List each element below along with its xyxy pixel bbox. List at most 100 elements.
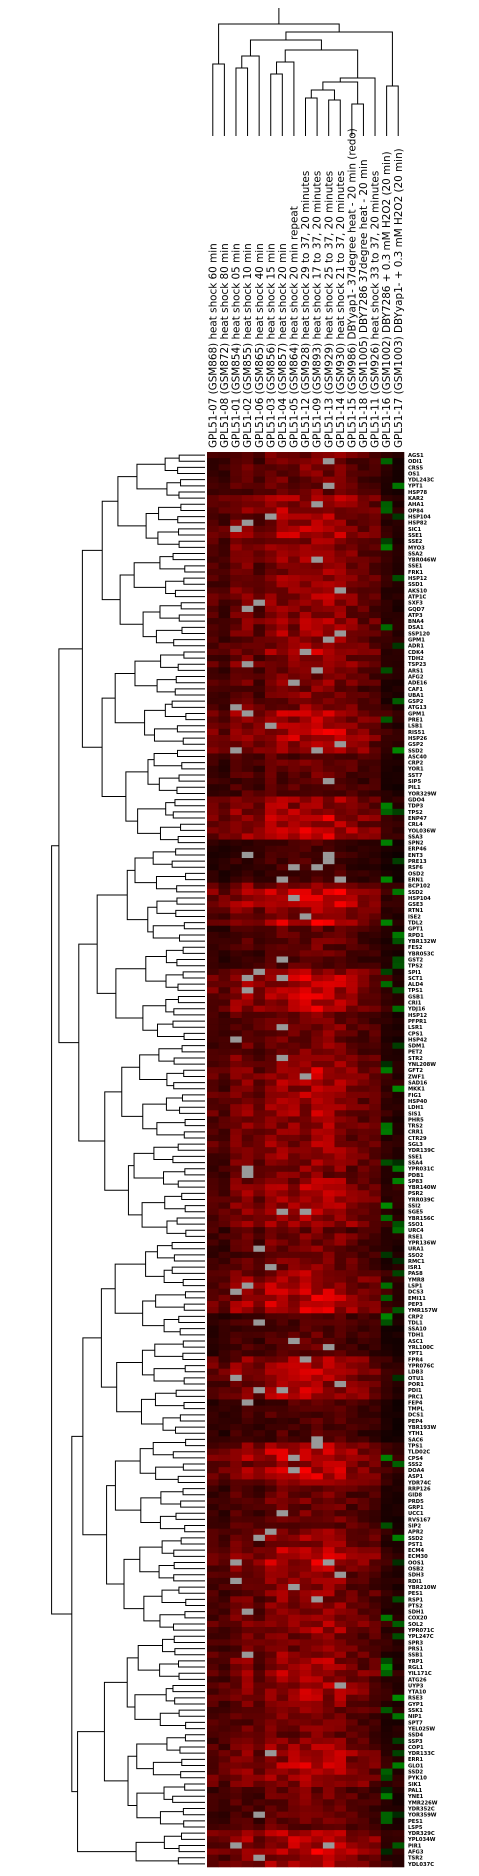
heatmap-cell: [288, 1750, 301, 1757]
heatmap-cell: [380, 1018, 393, 1025]
heatmap-cell: [392, 1270, 405, 1277]
heatmap-cell: [253, 630, 266, 637]
heatmap-cell: [322, 698, 335, 705]
heatmap-cell: [207, 1024, 219, 1031]
heatmap-cell: [380, 814, 393, 822]
heatmap-cell: [264, 1756, 277, 1763]
heatmap-cell: [241, 1823, 254, 1831]
heatmap-cell: [357, 962, 370, 970]
heatmap-cell: [230, 550, 243, 557]
heatmap-cell: [299, 1430, 312, 1437]
heatmap-cell: [311, 1177, 324, 1185]
heatmap-cell: [357, 611, 370, 619]
heatmap-cell: [241, 1239, 254, 1246]
heatmap-cell: [369, 1479, 382, 1486]
heatmap-cell: [218, 1368, 231, 1376]
heatmap-cell: [357, 1780, 370, 1788]
heatmap-cell: [357, 1805, 370, 1812]
heatmap-cell: [369, 618, 382, 625]
heatmap-cell: [241, 1208, 254, 1216]
heatmap-cell: [218, 1221, 231, 1228]
heatmap-cell: [380, 1362, 393, 1369]
heatmap-cell: [207, 728, 219, 736]
heatmap-cell: [218, 458, 231, 465]
heatmap-cell: [322, 1497, 335, 1505]
heatmap-cell: [253, 925, 266, 933]
heatmap-cell: [230, 710, 243, 717]
heatmap-cell: [218, 698, 231, 705]
heatmap-cell: [288, 710, 301, 717]
heatmap-cell: [299, 685, 312, 693]
heatmap-cell: [207, 753, 219, 760]
heatmap-cell: [299, 759, 312, 767]
heatmap-cell: [218, 1719, 231, 1726]
heatmap-cell: [241, 1196, 254, 1203]
gene-label: PRD5: [408, 1499, 424, 1505]
heatmap-cell: [230, 1424, 243, 1431]
heatmap-cell: [218, 1780, 231, 1788]
heatmap-cell: [230, 981, 243, 988]
heatmap-cell: [276, 1054, 289, 1062]
heatmap-cell: [346, 907, 358, 914]
heatmap-cell: [241, 1805, 254, 1812]
heatmap-cell: [207, 685, 219, 693]
heatmap-cell: [288, 1497, 301, 1505]
heatmap-cell: [276, 1442, 289, 1449]
heatmap-cell: [346, 987, 358, 994]
heatmap-cell: [241, 1836, 254, 1843]
heatmap-cell: [264, 1399, 277, 1406]
heatmap-cell: [369, 759, 382, 767]
heatmap-cell: [207, 519, 219, 527]
column-label: GPL51-17 (GSM1003) DBYyap1- + 0.3 mM H2O…: [393, 148, 405, 448]
heatmap-cell: [392, 993, 405, 1000]
heatmap-cell: [346, 544, 358, 551]
heatmap-cell: [392, 1411, 405, 1419]
heatmap-cell: [380, 888, 393, 896]
heatmap-cell: [218, 507, 231, 514]
heatmap-cell: [346, 1823, 358, 1831]
heatmap-cell: [392, 1368, 405, 1376]
heatmap-cell: [357, 1208, 370, 1216]
heatmap-cell: [346, 1362, 358, 1369]
heatmap-cell: [380, 968, 393, 976]
heatmap-cell: [253, 1325, 266, 1333]
heatmap-cell: [346, 685, 358, 693]
heatmap-cell: [299, 1725, 312, 1732]
heatmap-cell: [230, 1559, 243, 1566]
heatmap-cell: [346, 648, 358, 656]
heatmap-cell: [346, 556, 358, 564]
heatmap-cell: [311, 1473, 324, 1480]
heatmap-cell: [218, 575, 231, 582]
heatmap-cell: [311, 1633, 324, 1640]
heatmap-cell: [322, 710, 335, 717]
heatmap-cell: [311, 642, 324, 650]
heatmap-cell: [311, 1805, 324, 1812]
heatmap-cell: [357, 1344, 370, 1351]
heatmap-cell: [380, 1614, 393, 1622]
heatmap-cell: [357, 833, 370, 840]
heatmap-cell: [230, 1860, 243, 1868]
heatmap-cell: [253, 507, 266, 514]
heatmap-cell: [253, 919, 266, 927]
heatmap-cell: [334, 1018, 347, 1025]
heatmap-cell: [311, 1639, 324, 1646]
gene-label: TMPL: [408, 1407, 425, 1413]
heatmap-cell: [311, 1436, 324, 1443]
heatmap-cell: [218, 1700, 231, 1708]
heatmap-cell: [218, 1282, 231, 1289]
heatmap-cell: [299, 1153, 312, 1160]
heatmap-cell: [299, 1024, 312, 1031]
heatmap-cell: [392, 1374, 405, 1382]
heatmap-cell: [264, 1682, 277, 1689]
heatmap-cell: [380, 1811, 393, 1819]
gene-label: GSB1: [408, 994, 424, 1000]
heatmap-cell: [276, 1165, 289, 1173]
heatmap-cell: [346, 1030, 358, 1037]
heatmap-cell: [253, 1141, 266, 1148]
heatmap-cell: [392, 1633, 405, 1640]
gene-label: ENP47: [408, 816, 427, 822]
heatmap-cell: [299, 568, 312, 576]
heatmap-cell: [230, 1011, 243, 1019]
heatmap-cell: [264, 1239, 277, 1246]
heatmap-cell: [311, 587, 324, 594]
